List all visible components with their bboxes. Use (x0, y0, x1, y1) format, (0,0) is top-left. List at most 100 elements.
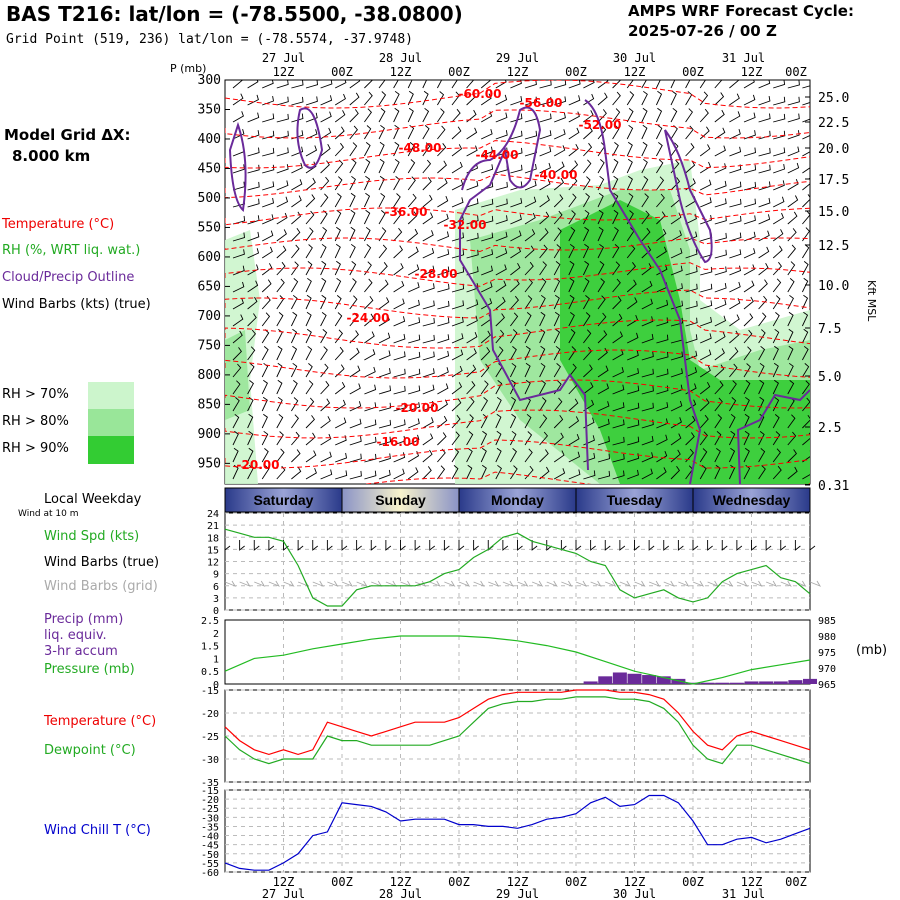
wind-barb (393, 158, 400, 174)
legend-local-weekday: Local Weekday (44, 492, 142, 507)
wind-barb (320, 80, 333, 89)
wind-barb (714, 198, 727, 208)
wind-barb (729, 215, 742, 225)
wind-barb (582, 243, 590, 259)
wind-barb (437, 367, 449, 378)
wind-barb (729, 198, 742, 208)
wind-barb (363, 192, 371, 208)
bottom-date-label: 31 Jul (722, 887, 765, 900)
wind-barb (553, 432, 564, 446)
wind-barb (510, 465, 518, 480)
wind-barb (378, 436, 391, 446)
wind-barb (349, 209, 356, 225)
wind-barb (451, 283, 465, 293)
wind-barb (262, 164, 275, 174)
wind-barb (305, 210, 315, 225)
wind-barb (728, 430, 736, 446)
wind-barb (714, 283, 727, 293)
cloud-outline-5 (736, 389, 810, 484)
legend-rh90: RH > 90% (2, 441, 69, 456)
wind-barb (539, 278, 547, 293)
wind-barb (787, 414, 796, 429)
wind-barb (758, 295, 768, 310)
wind-barb (743, 380, 751, 395)
wind-barb (407, 107, 414, 123)
wind-barb (451, 349, 464, 361)
wind-barb (349, 418, 362, 429)
wind-barb-true (473, 540, 479, 551)
wind-barb (407, 264, 420, 276)
wind-barb (553, 311, 560, 327)
wind-barb (495, 215, 508, 225)
wind-barb (232, 314, 244, 327)
wind-barb (451, 80, 458, 89)
wind-barb (670, 449, 681, 463)
wind-barb (437, 80, 443, 89)
temperature-contour-label: -16.00 (377, 435, 420, 449)
panel-ytick-label: 1 (213, 654, 219, 665)
wind-barb (393, 280, 405, 293)
panel-ytick-label: 12 (207, 558, 219, 569)
wind-barb (393, 176, 401, 191)
wind-barb (349, 243, 356, 259)
precip-bar (598, 676, 613, 684)
wind-barb-true (765, 540, 772, 551)
wind-barb (495, 80, 507, 89)
wind-barb (408, 385, 421, 395)
bottom-time-tick: 12Z (741, 875, 763, 889)
wind-barb (612, 108, 621, 123)
wind-barb (334, 260, 341, 276)
wind-barb (247, 280, 259, 293)
wind-barb-true (429, 540, 436, 551)
precip-bar (715, 682, 730, 684)
wind-barb (349, 261, 357, 276)
wind-barb (305, 415, 315, 429)
temperature-contour (363, 471, 810, 484)
wind-barb-true (604, 540, 611, 551)
pressure-tick-label: 300 (198, 73, 221, 88)
wind-barb (320, 160, 330, 174)
wind-barb (466, 397, 475, 412)
wind-barb (364, 125, 372, 140)
wind-barb (247, 264, 259, 276)
wind-barb (247, 94, 259, 106)
panel-ytick-label: 18 (207, 533, 219, 544)
wind-barb (802, 161, 810, 174)
wind-barb (378, 314, 390, 327)
wind-barb (334, 80, 347, 89)
weekday-cell (575, 487, 694, 513)
wind-barb (524, 245, 535, 259)
wind-barb (232, 281, 245, 293)
wind-barb (743, 346, 752, 361)
wind-barb (408, 282, 420, 293)
wind-barb (481, 249, 494, 259)
wind-barb (729, 363, 738, 378)
bottom-time-tick: 12Z (273, 875, 295, 889)
wind-barb (451, 232, 464, 242)
wind-barb (349, 278, 357, 293)
wind-barb (422, 80, 428, 89)
wind-barb (393, 107, 400, 123)
wind-barb (232, 249, 245, 259)
wind-barb (670, 417, 682, 429)
wind-barb-true (677, 540, 684, 551)
wind-barb (553, 294, 560, 310)
wind-barb-grid (736, 580, 748, 587)
wind-barb (524, 448, 533, 463)
wind-barb-grid (254, 580, 266, 587)
wind-barb-true (268, 540, 275, 551)
wind-barb (466, 145, 478, 157)
wind-barb (393, 402, 406, 412)
wind-barb (510, 130, 523, 140)
pressure-tick-label: 500 (198, 191, 221, 206)
wind-barb (407, 228, 419, 242)
panel-ytick-label: -15 (201, 686, 219, 697)
wind-barb (714, 397, 723, 412)
wind-barb (758, 431, 765, 446)
top-time-tick: 12Z (624, 65, 646, 79)
wind-barb (334, 193, 342, 208)
wind-barb (437, 143, 447, 157)
wind-barb (699, 91, 709, 106)
wind-barb (626, 158, 633, 174)
wind-barb (480, 93, 492, 106)
